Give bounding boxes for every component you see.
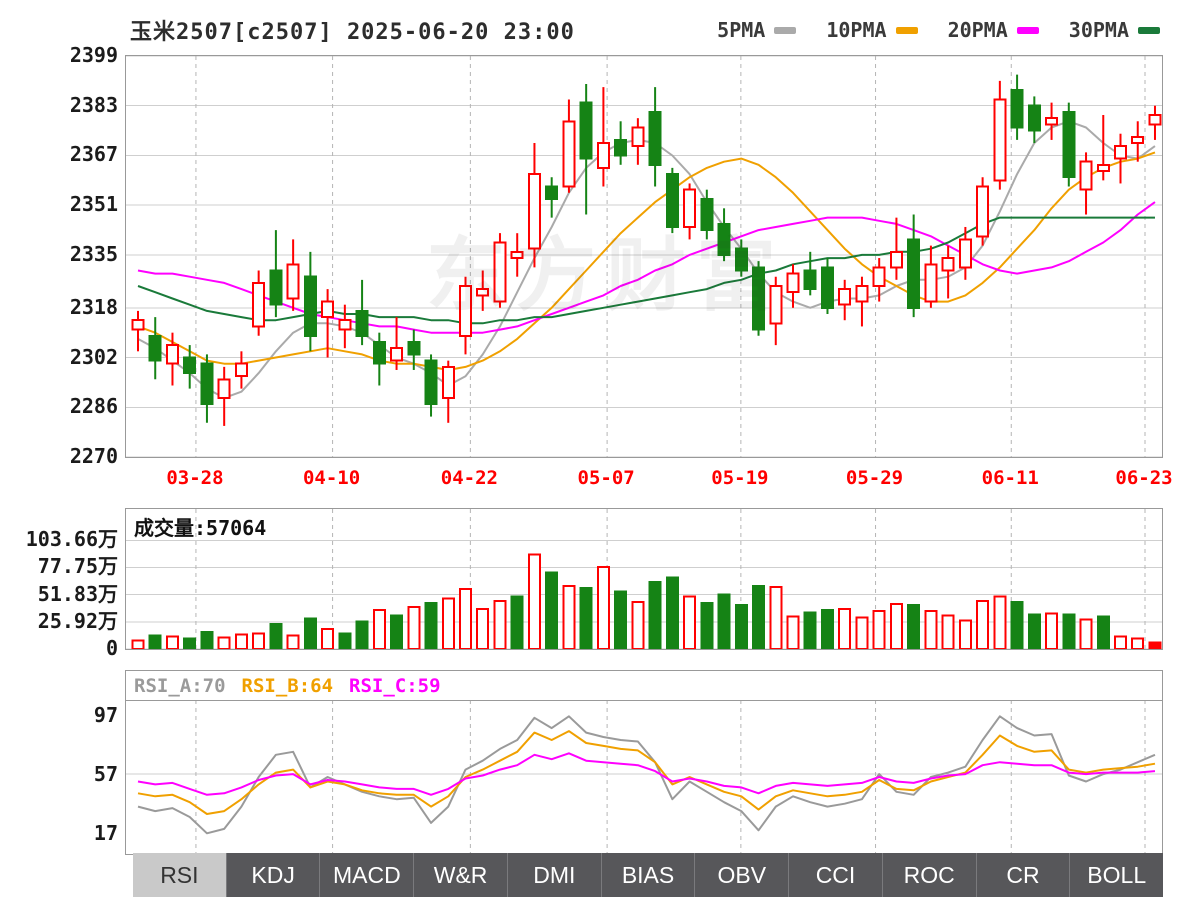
- legend-swatch-20pma: [1016, 26, 1039, 34]
- tab-kdj[interactable]: KDJ: [227, 853, 321, 897]
- rsi-value-rsi_c: RSI_C:59: [349, 674, 441, 697]
- tab-cr[interactable]: CR: [977, 853, 1071, 897]
- rsi-chart-panel[interactable]: RSI_A:70 RSI_B:64 RSI_C:59: [125, 670, 1163, 855]
- legend-swatch-10pma: [895, 26, 918, 34]
- indicator-tab-bar: RSI KDJ MACD W&R DMI BIAS OBV CCI ROC CR BOLL: [133, 853, 1163, 897]
- rsi-readout: RSI_A:70 RSI_B:64 RSI_C:59: [126, 671, 1162, 701]
- tab-rsi[interactable]: RSI: [133, 853, 227, 897]
- volume-chart-panel[interactable]: 成交量:57064: [125, 508, 1163, 650]
- rsi-tick-17: 17: [93, 821, 118, 846]
- rsi-lines-chart: [126, 700, 1162, 853]
- date-tick-04-10: 04-10: [302, 467, 361, 489]
- legend-label: 10PMA: [826, 18, 887, 42]
- price-tick-2286: 2286: [69, 394, 118, 419]
- rsi-tick-97: 97: [93, 702, 118, 727]
- tab-macd[interactable]: MACD: [320, 853, 415, 897]
- volume-tick-25.92: 25.92万: [37, 608, 118, 633]
- tab-wr[interactable]: W&R: [414, 853, 508, 897]
- candlestick-chart-panel[interactable]: 东方财富: [125, 55, 1163, 458]
- rsi-tick-57: 57: [93, 762, 118, 787]
- price-tick-2270: 2270: [69, 444, 118, 468]
- rsi-line-rsi_c: [137, 752, 1156, 796]
- price-tick-2399: 2399: [69, 43, 118, 67]
- rsi-line-rsi_a: [137, 715, 1156, 835]
- date-tick-06-23: 06-23: [1115, 467, 1173, 489]
- volume-readout: 成交量:57064: [134, 516, 267, 540]
- price-tick-2302: 2302: [69, 344, 118, 369]
- legend-item-30pma: 30PMA: [1069, 18, 1160, 42]
- legend-swatch-30pma: [1138, 26, 1160, 34]
- price-tick-2335: 2335: [69, 241, 118, 266]
- candlestick-chart: [126, 56, 1162, 457]
- volume-tick-0: 0: [105, 636, 118, 660]
- candlestick-series: [131, 74, 1162, 426]
- price-tick-2383: 2383: [69, 92, 118, 117]
- tab-dmi[interactable]: DMI: [508, 853, 602, 897]
- price-tick-2351: 2351: [69, 192, 118, 217]
- legend-label: 30PMA: [1068, 18, 1129, 42]
- legend-item-20pma: 20PMA: [948, 18, 1039, 42]
- tab-cci[interactable]: CCI: [789, 853, 883, 897]
- price-tick-2318: 2318: [69, 294, 118, 319]
- page-title: 玉米2507[c2507] 2025-06-20 23:00: [130, 20, 575, 45]
- tab-bias[interactable]: BIAS: [602, 853, 696, 897]
- legend-swatch-5pma: [774, 26, 797, 34]
- date-tick-06-11: 06-11: [981, 467, 1039, 489]
- legend-label: 5PMA: [717, 18, 766, 42]
- rsi-value-rsi_a: RSI_A:70: [134, 674, 226, 697]
- date-tick-05-07: 05-07: [577, 467, 635, 489]
- ma-line-10pma: [137, 151, 1156, 371]
- rsi-value-rsi_b: RSI_B:64: [241, 674, 334, 697]
- date-tick-04-22: 04-22: [440, 467, 498, 489]
- date-tick-05-29: 05-29: [845, 467, 904, 489]
- legend-item-5pma: 5PMA: [717, 18, 797, 42]
- legend-item-10pma: 10PMA: [826, 18, 918, 42]
- volume-tick-77.75: 77.75万: [37, 554, 118, 579]
- tab-boll[interactable]: BOLL: [1087, 861, 1147, 888]
- date-tick-05-19: 05-19: [711, 467, 769, 489]
- rsi-line-rsi_b: [137, 730, 1156, 815]
- main-gridlines: [126, 56, 1162, 457]
- tab-obv[interactable]: OBV: [695, 853, 790, 897]
- volume-bars-chart: [126, 509, 1162, 649]
- volume-series: [131, 553, 1162, 649]
- price-tick-2367: 2367: [69, 142, 118, 167]
- legend-label: 20PMA: [947, 18, 1008, 42]
- volume-tick-51.83: 51.83万: [37, 581, 118, 606]
- tab-roc[interactable]: ROC: [883, 853, 977, 897]
- ma-legend: 5PMA 10PMA 20PMA 30PMA: [717, 18, 1160, 42]
- volume-tick-103.66: 103.66万: [25, 527, 118, 552]
- date-tick-03-28: 03-28: [166, 467, 224, 489]
